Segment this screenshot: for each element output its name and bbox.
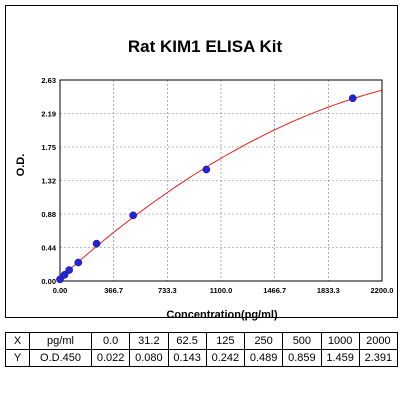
table-cell: 500	[282, 332, 322, 350]
table-cell: 250	[243, 332, 284, 350]
x-tick-label: 733.3	[158, 286, 177, 295]
y-tick-label: 0.00	[41, 277, 56, 286]
data-point	[202, 165, 211, 174]
y-tick-label: 0.44	[41, 244, 56, 253]
table-cell: 2.391	[358, 349, 399, 367]
table-cell: 0.080	[129, 349, 169, 367]
table-cell: 0.859	[282, 349, 322, 367]
data-point	[348, 94, 357, 103]
x-tick-label: 2200.0	[371, 286, 394, 295]
x-tick-label: 1466.7	[263, 286, 286, 295]
table-cell: 125	[205, 332, 246, 350]
plot-area: 0.00 366.7 733.3 1100.0 1466.7 1833.3 2200.0 0.…	[41, 76, 393, 295]
table-row-header: Y	[5, 349, 30, 367]
table-cell: 0.242	[205, 349, 246, 367]
y-tick-label: 2.63	[41, 76, 56, 85]
x-tick-label: 366.7	[104, 286, 123, 295]
table-cell: 1000	[320, 332, 360, 350]
table-cell: 2000	[358, 332, 399, 350]
data-point	[74, 258, 83, 267]
y-tick-label: 2.19	[41, 110, 56, 119]
table-cell: 62.5	[167, 332, 207, 350]
x-axis-label: Concentration(pg/ml)	[166, 309, 278, 321]
table-row-header: X	[5, 332, 30, 350]
y-tick-label: 0.88	[41, 210, 56, 219]
table-cell: 31.2	[129, 332, 169, 350]
table-cell: 0.143	[167, 349, 207, 367]
table-cell: 1.459	[320, 349, 360, 367]
x-tick-label: 1833.3	[317, 286, 340, 295]
x-tick-label: 1100.0	[210, 286, 233, 295]
table-cell: 0.022	[90, 349, 131, 367]
table-row: Y O.D.450 0.022 0.080 0.143 0.242 0.489 0.859 1.…	[5, 349, 399, 367]
chart-frame	[5, 5, 398, 318]
data-point	[92, 239, 101, 248]
table-cell: 0.0	[90, 332, 131, 350]
chart-title: Rat KIM1 ELISA Kit	[128, 37, 283, 56]
fitted-curve	[59, 89, 383, 279]
chart: Rat KIM1 ELISA Kit Concentration(pg/ml) …	[15, 37, 393, 321]
data-point	[65, 266, 73, 274]
data-point	[60, 271, 69, 279]
x-tick-label: 0.00	[53, 286, 68, 295]
table-cell: 0.489	[243, 349, 284, 367]
y-tick-label: 1.32	[41, 177, 56, 186]
table-cell: O.D.450	[29, 349, 92, 367]
data-point	[129, 211, 138, 220]
plot-border	[59, 79, 383, 282]
y-tick-label: 1.75	[41, 143, 56, 152]
table-cell: pg/ml	[29, 332, 92, 350]
y-axis-label: O.D.	[15, 154, 27, 177]
